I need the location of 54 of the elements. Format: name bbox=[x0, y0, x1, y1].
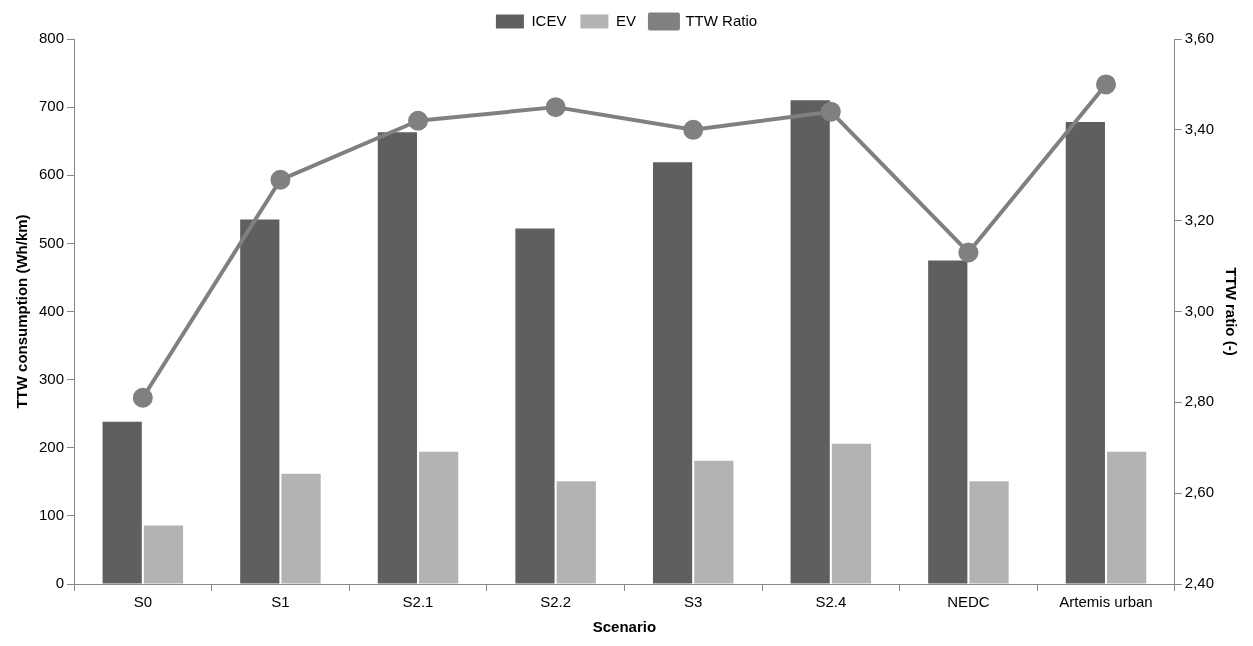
y-tick-label: 0 bbox=[55, 574, 65, 592]
x-tick-label: S2.2 bbox=[540, 593, 572, 611]
legend-label: TTW Ratio bbox=[685, 11, 758, 29]
y2-tick-label: 3,20 bbox=[1184, 210, 1215, 228]
bar bbox=[281, 473, 321, 584]
y2-tick-label: 2,60 bbox=[1184, 483, 1215, 501]
point bbox=[958, 242, 979, 263]
bar bbox=[143, 525, 184, 584]
y-tick-label: 100 bbox=[39, 506, 65, 524]
y2-tick-label: 3,40 bbox=[1184, 119, 1215, 137]
point bbox=[132, 387, 153, 408]
y-tick-label: 500 bbox=[39, 233, 65, 251]
point bbox=[270, 169, 291, 190]
bar bbox=[694, 460, 734, 584]
x-tick-label: S2.4 bbox=[815, 593, 847, 611]
y-tick-label: 300 bbox=[39, 369, 65, 387]
bar bbox=[831, 443, 872, 584]
point bbox=[683, 119, 704, 140]
bar bbox=[790, 100, 830, 584]
point bbox=[1096, 74, 1117, 95]
point bbox=[408, 110, 429, 131]
bar bbox=[515, 228, 555, 584]
y2-tick-label: 3,60 bbox=[1184, 29, 1215, 47]
x-axis-title: Scenario bbox=[592, 618, 657, 636]
x-tick-label: S3 bbox=[684, 593, 703, 611]
x-tick-label: NEDC bbox=[947, 593, 990, 611]
bar bbox=[969, 481, 1009, 584]
point bbox=[820, 101, 841, 122]
y-tick-label: 200 bbox=[39, 437, 65, 455]
x-tick-label: S1 bbox=[271, 593, 290, 611]
y2-tick-label: 2,80 bbox=[1184, 392, 1215, 410]
bar bbox=[928, 260, 968, 584]
y-tick-label: 600 bbox=[39, 165, 65, 183]
x-tick-label: S0 bbox=[133, 593, 153, 611]
y-tick-label: 400 bbox=[39, 301, 65, 319]
y-tick-label: 700 bbox=[39, 97, 65, 115]
bar bbox=[240, 219, 280, 584]
y2-tick-label: 2,40 bbox=[1184, 574, 1215, 592]
bar bbox=[652, 162, 693, 584]
x-tick-label: S2.1 bbox=[402, 593, 434, 611]
legend-label: ICEV bbox=[531, 11, 567, 29]
y2-axis-title: TTW ratio (-) bbox=[1222, 267, 1240, 356]
bar bbox=[102, 421, 142, 584]
bar bbox=[377, 132, 417, 584]
y-tick-label: 800 bbox=[39, 29, 65, 47]
bar bbox=[1107, 451, 1147, 584]
legend-label: EV bbox=[615, 11, 636, 29]
x-tick-label: Artemis urban bbox=[1059, 593, 1153, 611]
bar bbox=[1065, 122, 1105, 584]
y-axis-title: TTW consumption (Wh/km) bbox=[13, 214, 31, 409]
point bbox=[545, 97, 566, 118]
bar bbox=[556, 481, 596, 584]
y2-tick-label: 3,00 bbox=[1184, 301, 1215, 319]
bar bbox=[419, 451, 459, 584]
